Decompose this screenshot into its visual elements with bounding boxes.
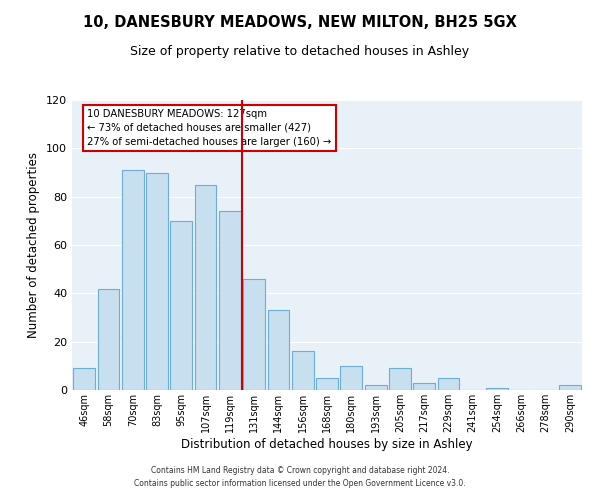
Bar	[97, 288, 119, 390]
Bar	[559, 385, 581, 390]
Bar	[292, 352, 314, 390]
Bar	[122, 170, 143, 390]
Bar	[316, 378, 338, 390]
Text: 10 DANESBURY MEADOWS: 127sqm
← 73% of detached houses are smaller (427)
27% of s: 10 DANESBURY MEADOWS: 127sqm ← 73% of de…	[88, 108, 332, 146]
Bar	[413, 383, 435, 390]
Bar	[243, 279, 265, 390]
Y-axis label: Number of detached properties: Number of detached properties	[28, 152, 40, 338]
Bar	[194, 184, 217, 390]
Bar	[170, 221, 192, 390]
X-axis label: Distribution of detached houses by size in Ashley: Distribution of detached houses by size …	[181, 438, 473, 450]
Bar	[219, 211, 241, 390]
Text: Size of property relative to detached houses in Ashley: Size of property relative to detached ho…	[130, 45, 470, 58]
Text: Contains HM Land Registry data © Crown copyright and database right 2024.
Contai: Contains HM Land Registry data © Crown c…	[134, 466, 466, 487]
Bar	[486, 388, 508, 390]
Bar	[73, 368, 95, 390]
Bar	[146, 172, 168, 390]
Bar	[365, 385, 386, 390]
Bar	[268, 310, 289, 390]
Bar	[437, 378, 460, 390]
Bar	[389, 368, 411, 390]
Bar	[340, 366, 362, 390]
Text: 10, DANESBURY MEADOWS, NEW MILTON, BH25 5GX: 10, DANESBURY MEADOWS, NEW MILTON, BH25 …	[83, 15, 517, 30]
